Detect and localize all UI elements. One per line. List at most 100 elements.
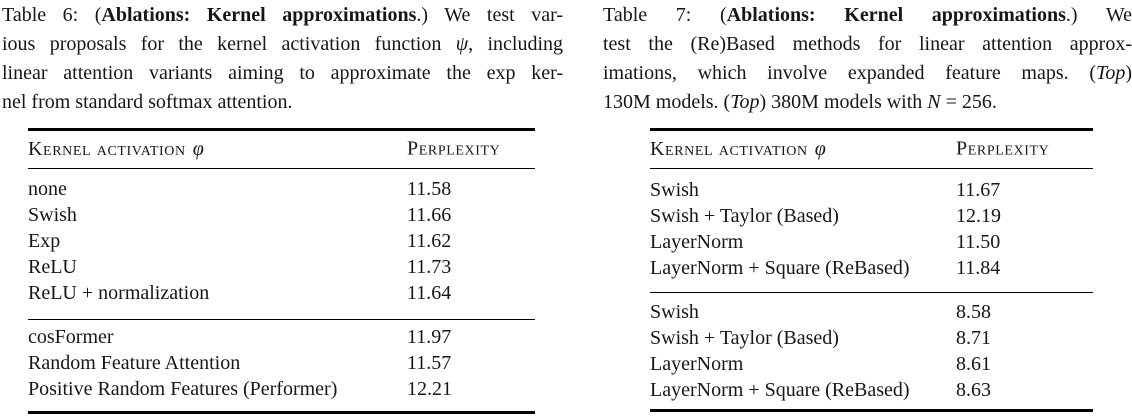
caption-text: test the (Re)Based methods for linear at… bbox=[603, 33, 1132, 55]
caption-text: = 256. bbox=[940, 91, 997, 113]
mid-rule bbox=[28, 318, 535, 321]
table-row: LayerNorm + Square (ReBased) 8.63 bbox=[650, 377, 1093, 403]
row-value: 11.64 bbox=[407, 281, 452, 304]
table7: Kernel activation φ Perplexity Swish 11.6… bbox=[650, 128, 1093, 412]
caption-line: ious proposals for the kernel activation… bbox=[2, 30, 563, 59]
caption-line: 130M models. (Top) 380M models with N = … bbox=[603, 88, 1132, 117]
row-label: Swish bbox=[28, 203, 77, 226]
caption-line: test the (Re)Based methods for linear at… bbox=[603, 30, 1132, 59]
row-value: 8.58 bbox=[956, 301, 991, 324]
caption-text: ) bbox=[1125, 62, 1132, 84]
row-value: 11.97 bbox=[407, 326, 452, 349]
row-label: ReLU + normalization bbox=[28, 281, 210, 304]
col-header-kernel-activation: Kernel activation bbox=[28, 137, 186, 160]
caption-text: , including bbox=[468, 33, 564, 55]
table-row: Swish 11.67 bbox=[650, 177, 1093, 203]
row-value: 11.62 bbox=[407, 229, 452, 252]
row-label: Swish + Taylor (Based) bbox=[650, 327, 839, 350]
mid-rule bbox=[650, 291, 1093, 294]
table-row: none 11.58 bbox=[28, 176, 535, 202]
row-label: LayerNorm bbox=[650, 230, 744, 253]
bottom-rule bbox=[650, 409, 1093, 412]
table-row: Swish 11.66 bbox=[28, 202, 535, 228]
row-label: Exp bbox=[28, 229, 61, 252]
row-label: Random Feature Attention bbox=[28, 352, 241, 375]
bottom-rule bbox=[28, 411, 535, 414]
row-value: 11.73 bbox=[407, 255, 452, 278]
row-value: 11.57 bbox=[407, 352, 452, 375]
caption-line: imations, which involve expanded feature… bbox=[603, 59, 1132, 88]
caption-text: Table 7: ( bbox=[603, 4, 727, 26]
row-value: 11.58 bbox=[407, 177, 452, 200]
row-value: 8.63 bbox=[956, 379, 991, 402]
caption-text: .) We test var- bbox=[416, 4, 563, 26]
top-rule bbox=[650, 128, 1093, 131]
table7-header-row: Kernel activation φ Perplexity bbox=[650, 131, 1093, 168]
table-row: LayerNorm 11.50 bbox=[650, 229, 1093, 255]
caption-bold-text: Ablations: Kernel approximations bbox=[101, 4, 417, 26]
col-header-kernel-activation: Kernel activation bbox=[650, 137, 808, 160]
caption-text: ious proposals for the kernel activation… bbox=[2, 33, 456, 55]
row-value: 11.84 bbox=[956, 256, 1001, 279]
table6: Kernel activation φ Perplexity none 11.58… bbox=[28, 128, 535, 414]
row-label: ReLU bbox=[28, 255, 77, 278]
caption-italic-text: ψ bbox=[455, 33, 469, 55]
header-rule bbox=[28, 167, 535, 169]
caption-line: Table 7: (Ablations: Kernel approximatio… bbox=[603, 1, 1132, 30]
table-row: Swish + Taylor (Based) 8.71 bbox=[650, 325, 1093, 351]
caption-text: 130M models. ( bbox=[603, 91, 731, 113]
header-rule bbox=[650, 167, 1093, 169]
row-label: LayerNorm bbox=[650, 353, 744, 376]
caption-text: .) We bbox=[1065, 4, 1132, 26]
row-label: cosFormer bbox=[28, 326, 114, 349]
row-value: 12.21 bbox=[407, 378, 452, 401]
caption-line: Table 6: (Ablations: Kernel approximatio… bbox=[2, 1, 563, 30]
caption-bold-text: Ablations: Kernel approximations bbox=[726, 4, 1066, 26]
table6-header-row: Kernel activation φ Perplexity bbox=[28, 131, 535, 168]
table7-group-2: Swish 8.58 Swish + Taylor (Based) 8.71 Layer… bbox=[650, 293, 1093, 409]
table-row: Random Feature Attention 11.57 bbox=[28, 350, 535, 376]
row-label: Swish bbox=[650, 301, 699, 324]
col-header-perplexity: Perplexity bbox=[407, 137, 501, 160]
row-label: Swish + Taylor (Based) bbox=[650, 204, 839, 227]
caption-text: nel from standard softmax attention. bbox=[2, 91, 293, 113]
caption-line: linear attention variants aiming to appr… bbox=[2, 59, 563, 88]
table-row: Positive Random Features (Performer) 12.2… bbox=[28, 376, 535, 402]
table-row: LayerNorm 8.61 bbox=[650, 351, 1093, 377]
table-row: Swish 8.58 bbox=[650, 299, 1093, 325]
row-label: Swish bbox=[650, 178, 699, 201]
row-label: LayerNorm + Square (ReBased) bbox=[650, 379, 910, 402]
table6-caption: Table 6: (Ablations: Kernel approximatio… bbox=[2, 1, 563, 117]
row-value: 11.66 bbox=[407, 203, 452, 226]
table-row: ReLU + normalization 11.64 bbox=[28, 280, 535, 306]
table-row: Swish + Taylor (Based) 12.19 bbox=[650, 203, 1093, 229]
row-value: 11.67 bbox=[956, 178, 1001, 201]
table-row: Exp 11.62 bbox=[28, 228, 535, 254]
caption-text: Table 6: ( bbox=[2, 4, 102, 26]
caption-text: imations, which involve expanded feature… bbox=[603, 62, 1097, 84]
caption-text: ) 380M models with bbox=[759, 91, 928, 113]
row-value: 11.50 bbox=[956, 230, 1001, 253]
table6-group-1: none 11.58 Swish 11.66 Exp 11.62 ReLU 11.73 ReLU… bbox=[28, 169, 535, 319]
row-value: 8.61 bbox=[956, 353, 991, 376]
row-label: LayerNorm + Square (ReBased) bbox=[650, 256, 910, 279]
table7-group-1: Swish 11.67 Swish + Taylor (Based) 12.19 Lay… bbox=[650, 169, 1093, 292]
row-value: 12.19 bbox=[956, 204, 1001, 227]
table-row: LayerNorm + Square (ReBased) 11.84 bbox=[650, 255, 1093, 281]
col-header-perplexity: Perplexity bbox=[956, 137, 1050, 160]
table6-group-2: cosFormer 11.97 Random Feature Attention 11… bbox=[28, 320, 535, 411]
caption-italic-text: Top bbox=[730, 91, 760, 113]
table-row: cosFormer 11.97 bbox=[28, 324, 535, 350]
caption-text: linear attention variants aiming to appr… bbox=[2, 62, 563, 84]
row-label: none bbox=[28, 177, 67, 200]
table-row: ReLU 11.73 bbox=[28, 254, 535, 280]
caption-italic-text: Top bbox=[1096, 62, 1126, 84]
caption-line: nel from standard softmax attention. bbox=[2, 88, 563, 117]
row-value: 8.71 bbox=[956, 327, 991, 350]
caption-italic-text: N bbox=[927, 91, 941, 113]
row-label: Positive Random Features (Performer) bbox=[28, 378, 338, 401]
phi-symbol: φ bbox=[814, 137, 826, 160]
table7-caption: Table 7: (Ablations: Kernel approximatio… bbox=[603, 1, 1132, 117]
top-rule bbox=[28, 128, 535, 131]
